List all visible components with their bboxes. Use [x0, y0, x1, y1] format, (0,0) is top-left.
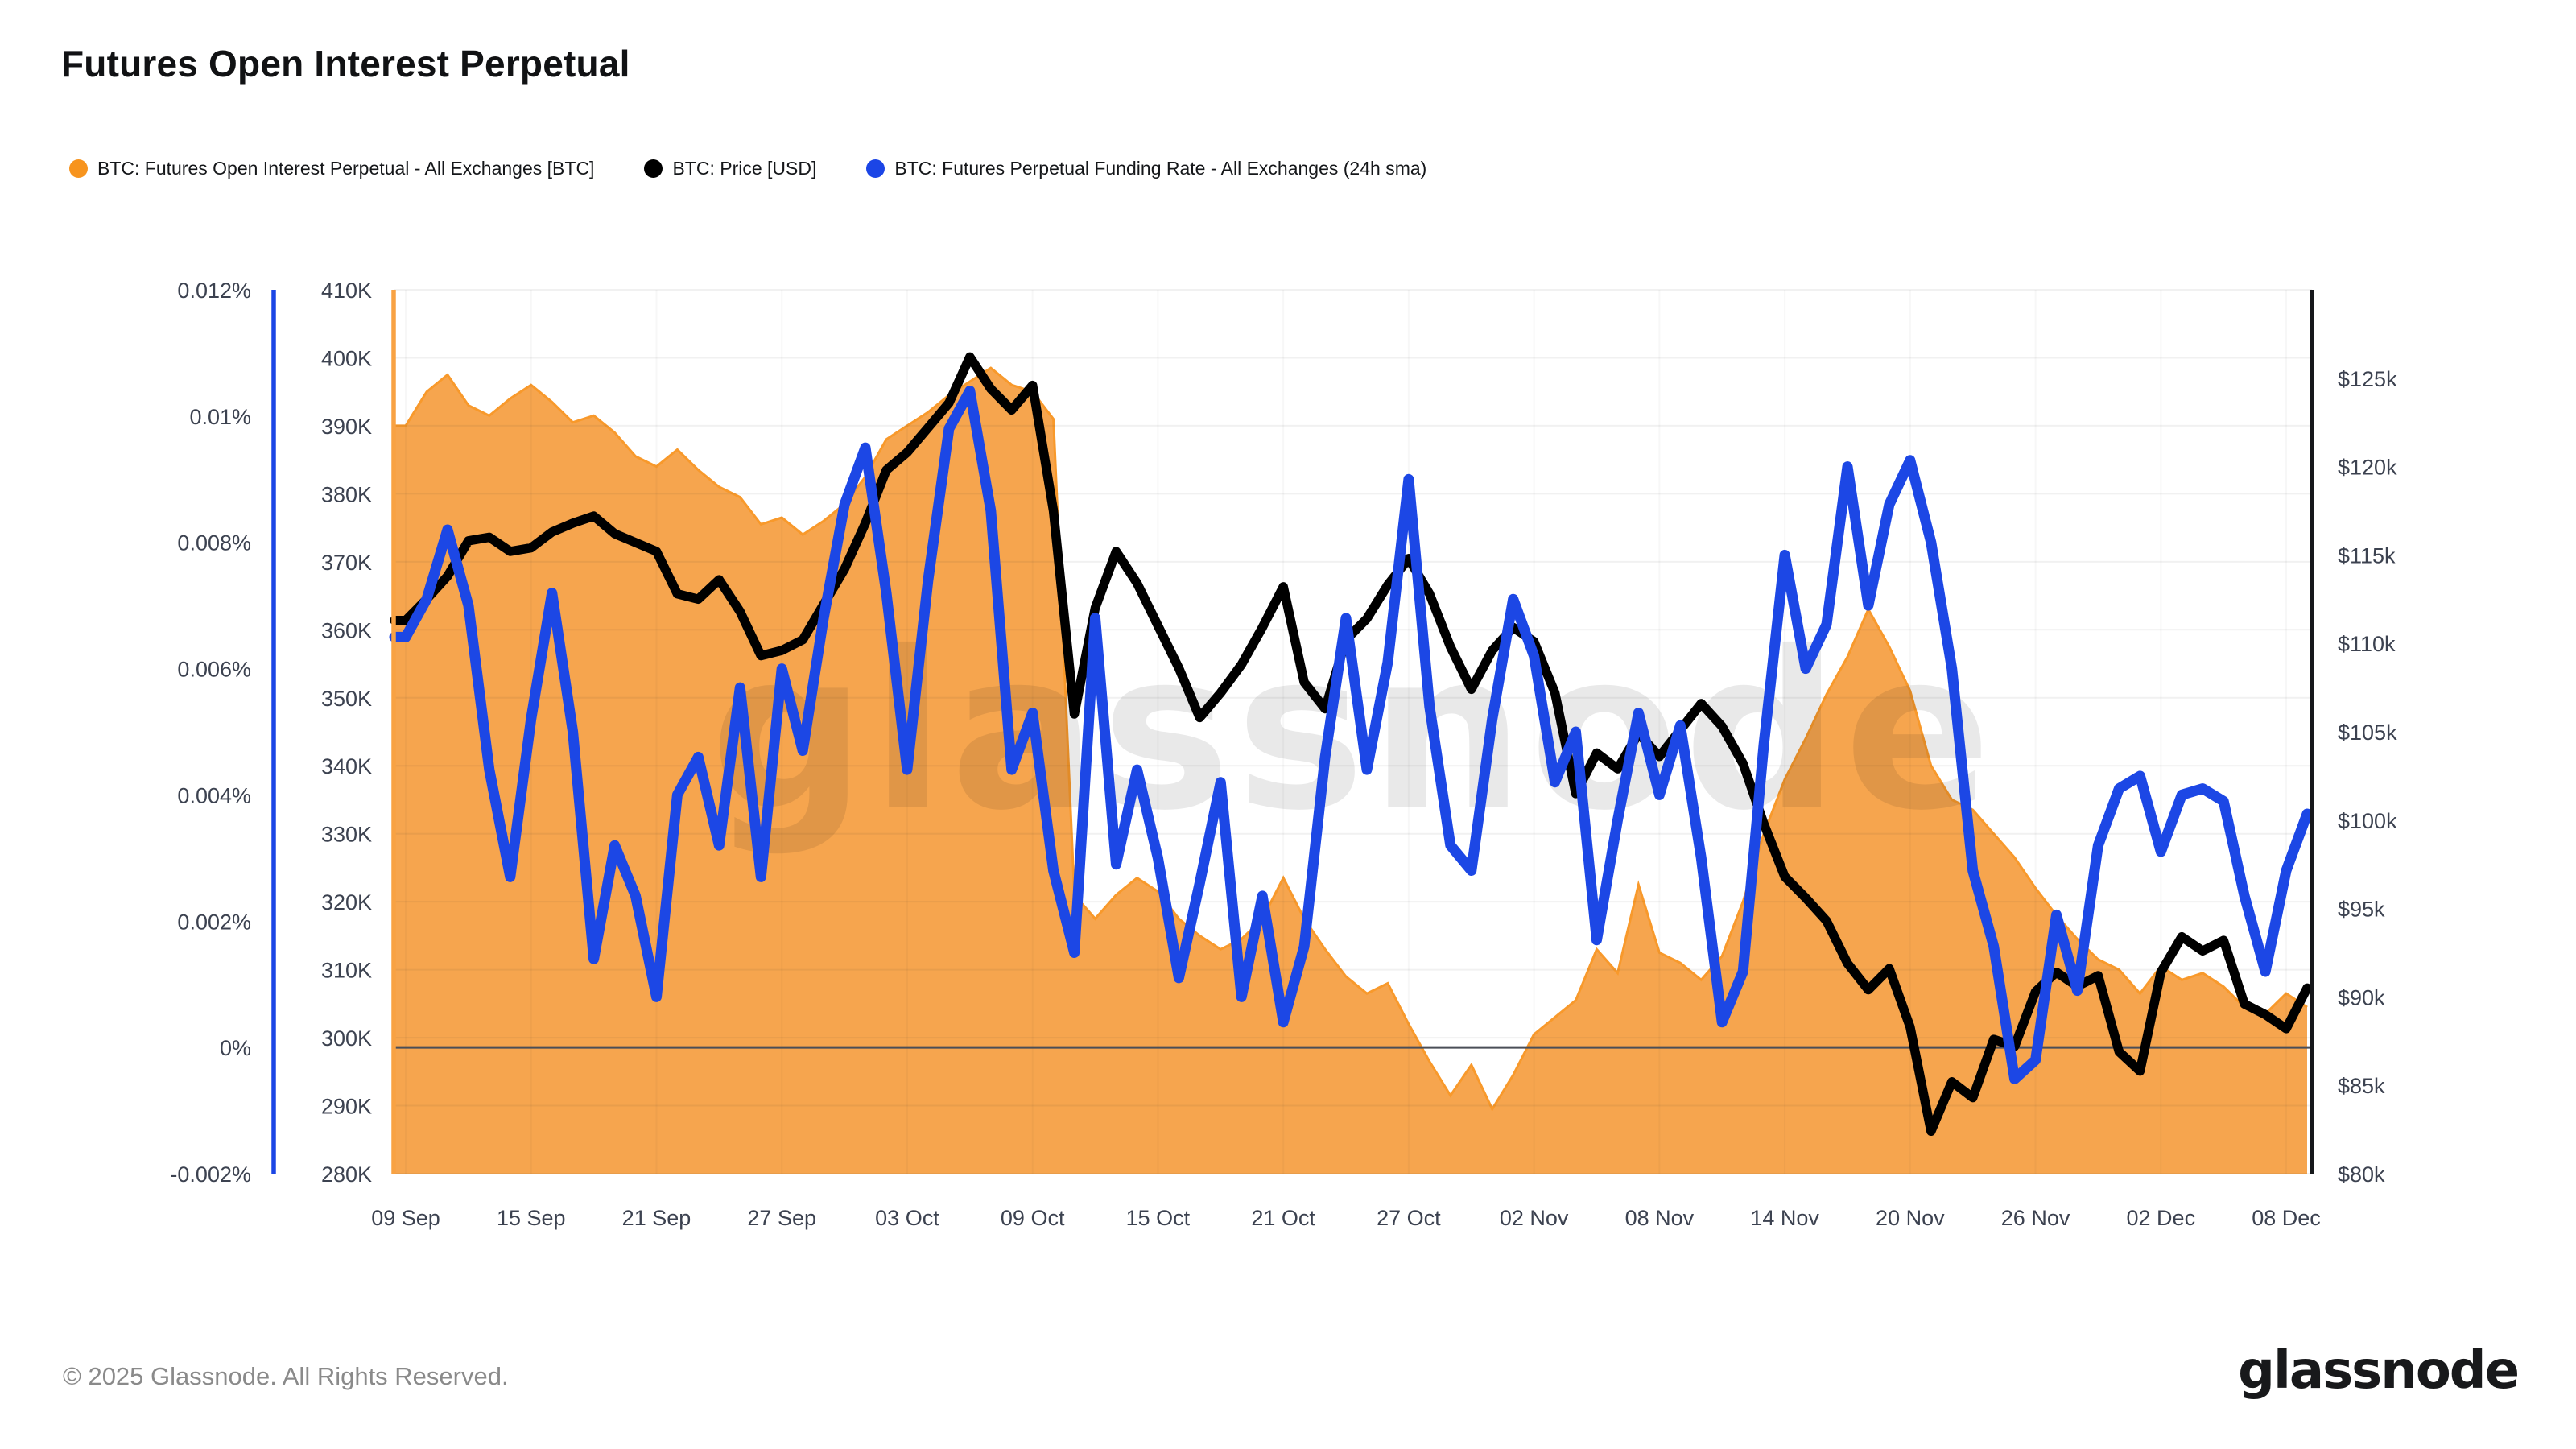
price-axis-label: $90k [2338, 985, 2385, 1009]
x-axis-label: 26 Nov [2001, 1206, 2070, 1230]
funding-axis-label: 0.002% [177, 910, 251, 934]
price-axis-label: $105k [2338, 720, 2397, 745]
x-axis-label: 14 Nov [1750, 1206, 1819, 1230]
price-axis-label: $80k [2338, 1162, 2385, 1187]
x-axis-label: 03 Oct [875, 1206, 939, 1230]
price-axis-label: $120k [2338, 456, 2397, 480]
price-axis-label: $110k [2338, 632, 2396, 656]
oi-axis-label: 400K [321, 346, 372, 370]
legend-item-funding-rate[interactable]: BTC: Futures Perpetual Funding Rate - Al… [866, 158, 1426, 180]
legend-label-funding-rate: BTC: Futures Perpetual Funding Rate - Al… [894, 158, 1427, 179]
legend-item-open-interest[interactable]: BTC: Futures Open Interest Perpetual - A… [69, 158, 594, 180]
oi-axis-label: 350K [321, 687, 372, 711]
legend-dot-blue-icon [866, 159, 886, 178]
x-axis-label: 15 Sep [497, 1206, 566, 1230]
oi-axis-label: 330K [321, 823, 372, 847]
x-axis-label: 21 Sep [622, 1206, 691, 1230]
oi-axis-label: 310K [321, 959, 372, 983]
oi-axis-label: 410K [321, 279, 372, 303]
x-axis-label: 27 Oct [1377, 1206, 1441, 1230]
price-axis-label: $85k [2338, 1074, 2385, 1098]
price-axis-label: $115k [2338, 543, 2396, 568]
x-axis-label: 08 Nov [1625, 1206, 1695, 1230]
page-title: Futures Open Interest Perpetual [61, 43, 630, 85]
funding-axis-label: 0% [220, 1036, 251, 1060]
legend-item-price[interactable]: BTC: Price [USD] [644, 158, 816, 180]
open-interest-area-edge [394, 366, 2308, 1112]
funding-axis-label: 0.006% [177, 658, 251, 682]
funding-axis-label: 0.012% [177, 279, 251, 303]
oi-axis-label: 320K [321, 890, 372, 914]
price-axis-label: $100k [2338, 809, 2397, 833]
oi-axis-label: 280K [321, 1162, 372, 1187]
copyright-text: © 2025 Glassnode. All Rights Reserved. [63, 1362, 509, 1390]
legend-dot-black-icon [644, 159, 663, 178]
x-axis-label: 20 Nov [1876, 1206, 1945, 1230]
open-interest-area [394, 368, 2307, 1174]
glassnode-logo: glassnode [2238, 1341, 2520, 1401]
x-axis-label: 02 Nov [1500, 1206, 1569, 1230]
legend-dot-orange-icon [69, 159, 88, 178]
funding-axis-label: -0.002% [170, 1162, 251, 1187]
x-axis-label: 27 Sep [747, 1206, 816, 1230]
oi-axis-label: 300K [321, 1026, 372, 1051]
funding-line [389, 386, 2313, 1084]
x-axis-label: 08 Dec [2252, 1206, 2321, 1230]
price-axis-label: $125k [2338, 367, 2397, 391]
legend-label-open-interest: BTC: Futures Open Interest Perpetual - A… [97, 158, 595, 179]
oi-axis-label: 390K [321, 415, 372, 439]
legend-label-price: BTC: Price [USD] [672, 158, 817, 179]
x-axis-label: 09 Oct [1001, 1206, 1065, 1230]
x-axis-label: 02 Dec [2127, 1206, 2196, 1230]
oi-axis-label: 290K [321, 1095, 372, 1119]
legend: BTC: Futures Open Interest Perpetual - A… [69, 158, 1426, 180]
funding-axis-label: 0.004% [177, 783, 251, 807]
x-axis-label: 09 Sep [371, 1206, 440, 1230]
oi-axis-label: 380K [321, 482, 372, 506]
x-axis-label: 21 Oct [1251, 1206, 1315, 1230]
oi-axis-label: 370K [321, 551, 372, 575]
oi-axis-label: 340K [321, 754, 372, 778]
x-axis-label: 15 Oct [1126, 1206, 1191, 1230]
funding-axis-label: 0.008% [177, 531, 251, 555]
price-axis-label: $95k [2338, 898, 2385, 922]
oi-axis-label: 360K [321, 618, 372, 642]
funding-axis-label: 0.01% [189, 405, 251, 429]
